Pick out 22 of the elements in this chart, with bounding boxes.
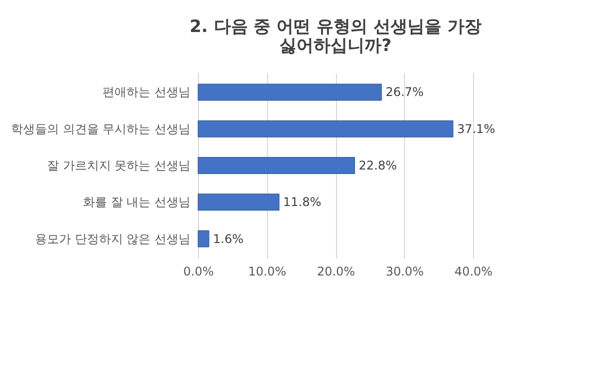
bar [198,230,210,248]
data-label: 1.6% [213,232,244,246]
text: 싫어하십니까? [280,36,392,56]
y-tick-label: 화를 잘 내는 선생님 [83,195,190,210]
y-tick-label: 학생들의 의견을 무시하는 선생님 [11,122,190,136]
y-tick-label: 잘 가르치지 못하는 선생님 [47,158,190,172]
x-tick-label: 20.0% [316,264,356,278]
x-tick-label: 30.0% [386,264,424,278]
data-label: 37.1% [457,122,496,136]
x-tick-label: 10.0% [248,264,286,278]
bar [198,84,382,101]
x-tick-label: 0.0% [183,264,214,278]
text: 2. 다음 중 어떤 유형의 선생님을 가장 [190,17,482,37]
data-label: 22.8% [358,158,397,172]
data-label: 11.8% [283,195,322,210]
y-tick-label: 편애하는 선생님 [102,85,190,100]
x-tick-label: 40.0% [454,264,493,278]
bar [198,194,280,211]
data-label: 26.7% [386,85,424,100]
bar [198,157,355,174]
bar [198,120,454,138]
y-tick-label: 용모가 단정하지 않은 선생님 [35,232,190,246]
